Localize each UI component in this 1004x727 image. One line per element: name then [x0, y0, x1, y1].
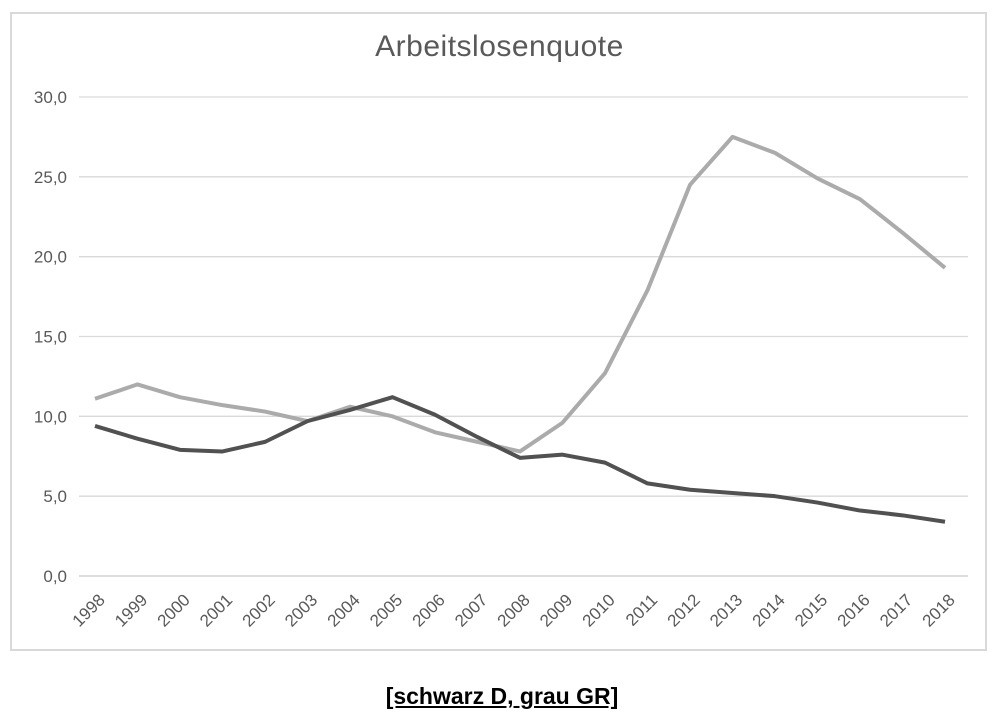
- x-tick-label: 2018: [919, 590, 959, 630]
- series-line-d: [94, 395, 946, 524]
- x-tick-label: 2014: [749, 590, 789, 630]
- x-tick-label: 1999: [111, 590, 151, 630]
- y-tick-label: 5,0: [43, 487, 67, 506]
- series-line-gr: [94, 134, 947, 454]
- y-tick-label: 30,0: [34, 88, 67, 107]
- x-tick-label: 2016: [834, 590, 874, 630]
- x-tick-label: 2013: [706, 590, 746, 630]
- x-tick-label: 2006: [409, 590, 449, 630]
- x-tick-label: 2008: [494, 590, 534, 630]
- y-tick-label: 15,0: [34, 328, 67, 347]
- x-tick-label: 2001: [196, 590, 236, 630]
- legend-caption: [schwarz D, grau GR]: [385, 683, 619, 709]
- x-tick-label: 2015: [791, 590, 831, 630]
- x-tick-label: 2012: [664, 590, 704, 630]
- x-tick-label: 2002: [239, 590, 279, 630]
- x-tick-label: 2004: [324, 590, 364, 630]
- y-tick-label: 0,0: [43, 567, 67, 586]
- x-tick-label: 2017: [876, 590, 916, 630]
- x-tick-label: 2003: [281, 590, 321, 630]
- x-tick-label: 2009: [536, 590, 576, 630]
- x-tick-label: 2007: [451, 590, 491, 630]
- y-tick-label: 25,0: [34, 168, 67, 187]
- y-tick-label: 10,0: [34, 407, 67, 426]
- chart-frame: [10, 12, 987, 651]
- x-tick-label: 2000: [154, 590, 194, 630]
- chart-title: Arbeitslosenquote: [375, 30, 624, 63]
- x-tick-label: 2011: [622, 590, 661, 629]
- x-tick-label: 2005: [366, 590, 406, 630]
- y-tick-label: 20,0: [34, 248, 67, 267]
- x-tick-label: 1998: [69, 590, 109, 630]
- x-tick-label: 2010: [579, 590, 619, 630]
